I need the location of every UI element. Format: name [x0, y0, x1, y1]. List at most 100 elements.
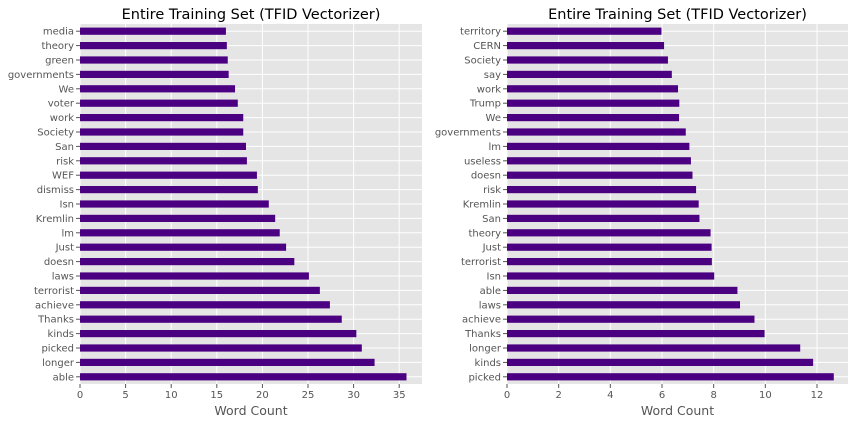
x-tick-label: 30 [347, 390, 360, 401]
y-tick-label: voter [48, 99, 75, 110]
y-tick-label: longer [469, 344, 502, 355]
y-tick-label: picked [468, 372, 501, 383]
bar-doesn [507, 171, 693, 179]
y-tick-label: picked [41, 344, 74, 355]
bar-laws [80, 272, 309, 280]
y-tick-label: risk [483, 185, 501, 196]
y-tick-label: work [50, 113, 74, 124]
bar-Isn [507, 272, 715, 280]
bar-Just [80, 243, 287, 251]
y-tick-label: territory [460, 27, 501, 38]
bar-San [507, 214, 700, 222]
y-tick-label: Society [464, 56, 501, 67]
bar-governments [507, 128, 686, 136]
bar-Isn [80, 200, 269, 208]
y-tick-label: doesn [44, 257, 74, 268]
chart-panel-right: picked kinds longer Thanks achieve laws able Is… [435, 7, 848, 418]
bar-doesn [80, 258, 295, 266]
bar-Kremlin [80, 214, 276, 222]
y-tick-label: Thanks [464, 329, 501, 340]
x-tick-labels: 0 2 4 6 8 10 12 [504, 384, 824, 401]
bar-Just [507, 243, 712, 251]
y-tick-label: We [59, 84, 74, 95]
x-tick-label: 12 [811, 390, 824, 401]
y-tick-label: Isn [60, 200, 75, 211]
bar-theory [507, 229, 711, 237]
y-tick-label: kinds [475, 358, 501, 369]
bar-media [80, 27, 226, 35]
bar-work [507, 85, 679, 93]
x-axis-label: Word Count [214, 403, 287, 418]
x-axis-label: Word Count [641, 403, 714, 418]
x-tick-label: 25 [302, 390, 315, 401]
y-tick-label: terrorist [461, 257, 501, 268]
x-tick-label: 10 [759, 390, 772, 401]
y-tick-label: dismiss [37, 185, 74, 196]
y-tick-label: achieve [462, 315, 501, 326]
x-tick-label: 0 [504, 390, 510, 401]
y-tick-label: Just [55, 243, 74, 254]
bar-San [80, 142, 246, 150]
bar-kinds [507, 358, 814, 366]
bar-We [507, 114, 680, 122]
y-tick-label: Kremlin [463, 200, 501, 211]
y-tick-label: risk [56, 156, 74, 167]
x-tick-label: 4 [607, 390, 613, 401]
y-tick-label: green [45, 56, 74, 67]
y-tick-label: San [482, 214, 501, 225]
bar-Kremlin [507, 200, 699, 208]
bars [507, 27, 834, 381]
bar-theory [80, 42, 227, 50]
bar-work [80, 114, 244, 122]
y-tick-label: Thanks [37, 315, 74, 326]
bar-achieve [507, 315, 755, 323]
bars [80, 27, 407, 381]
x-tick-label: 8 [710, 390, 716, 401]
y-tick-label: able [480, 286, 501, 297]
y-tick-label: San [55, 142, 74, 153]
bar-say [507, 70, 672, 78]
bar-risk [507, 186, 697, 194]
y-tick-label: Trump [469, 99, 501, 110]
bar-able [507, 286, 738, 294]
y-tick-label: governments [8, 70, 74, 81]
y-tick-label: lm [61, 228, 74, 239]
y-tick-label: say [484, 70, 501, 81]
y-tick-label: We [486, 113, 501, 124]
chart-title: Entire Training Set (TFID Vectorizer) [122, 7, 381, 23]
bar-voter [80, 99, 238, 107]
bar-laws [507, 301, 741, 309]
bar-longer [80, 358, 375, 366]
bar-CERN [507, 42, 665, 50]
bar-lm [507, 142, 690, 150]
y-tick-label: longer [42, 358, 75, 369]
bar-Thanks [507, 330, 765, 338]
y-tick-label: theory [468, 228, 501, 239]
bar-lm [80, 229, 280, 237]
y-tick-label: laws [52, 272, 74, 283]
y-tick-label: Just [482, 243, 501, 254]
bar-Society [507, 56, 668, 64]
x-tick-label: 20 [256, 390, 269, 401]
bar-WEF [80, 171, 257, 179]
bar-kinds [80, 330, 357, 338]
y-tick-label: media [43, 27, 74, 38]
y-tick-label: kinds [48, 329, 74, 340]
x-tick-label: 5 [122, 390, 128, 401]
bar-useless [507, 157, 691, 165]
bar-Thanks [80, 315, 342, 323]
y-tick-label: governments [435, 128, 501, 139]
y-tick-labels: picked kinds longer Thanks achieve laws able Is… [435, 27, 507, 383]
y-tick-labels: able longer picked kinds Thanks achieve terror… [8, 27, 80, 383]
y-tick-label: achieve [35, 300, 74, 311]
bar-terrorist [80, 286, 320, 294]
chart-title: Entire Training Set (TFID Vectorizer) [548, 7, 807, 23]
bar-green [80, 56, 228, 64]
y-tick-label: theory [41, 41, 74, 52]
y-tick-label: WEF [52, 171, 74, 182]
y-tick-label: work [477, 84, 501, 95]
bar-We [80, 85, 236, 93]
bar-territory [507, 27, 662, 35]
bar-Trump [507, 99, 680, 107]
